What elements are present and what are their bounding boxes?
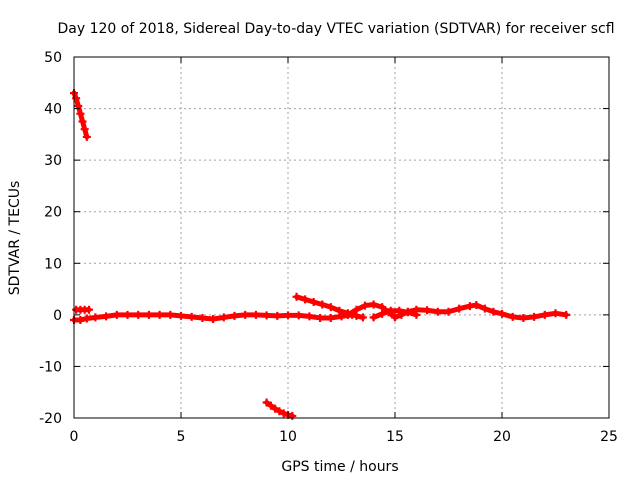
data-point <box>395 306 404 315</box>
data-point <box>498 309 506 318</box>
series-arc-early-low <box>72 305 93 314</box>
data-point <box>316 313 325 322</box>
data-point <box>292 292 301 301</box>
data-point <box>530 312 539 321</box>
x-tick-label: 20 <box>493 429 511 445</box>
data-point <box>480 304 489 313</box>
data-point <box>386 306 395 315</box>
data-point <box>294 311 303 320</box>
data-point <box>166 310 175 319</box>
data-point <box>82 132 91 141</box>
data-point <box>489 307 498 316</box>
data-point <box>551 309 560 318</box>
data-point <box>82 314 91 323</box>
data-point <box>78 117 87 126</box>
data-point <box>326 313 335 322</box>
data-point <box>251 310 260 319</box>
data-point <box>519 313 528 322</box>
data-points <box>70 89 571 420</box>
x-tick-label: 10 <box>279 429 297 445</box>
y-tick-label: 10 <box>44 256 62 272</box>
series-arc-mid-low <box>369 306 421 322</box>
data-point <box>198 313 207 322</box>
data-point <box>279 409 288 418</box>
y-tick-label: 20 <box>44 205 62 221</box>
series-arc-main <box>70 310 357 325</box>
x-axis-label: GPS time / hours <box>281 459 398 475</box>
series-arc-mid <box>343 300 571 322</box>
data-point <box>369 313 378 322</box>
y-tick-label: -10 <box>39 359 62 375</box>
data-point <box>472 301 481 310</box>
data-point <box>266 401 275 410</box>
data-point <box>318 300 327 309</box>
data-point <box>540 310 549 319</box>
y-axis-label: SDTVAR / TECUs <box>7 181 23 296</box>
data-point <box>241 310 250 319</box>
data-point <box>271 404 280 413</box>
data-point <box>187 312 196 321</box>
plot-frame <box>73 56 610 419</box>
data-point <box>91 313 100 322</box>
data-point <box>423 306 432 315</box>
series-arc-early-high <box>70 89 91 141</box>
data-point <box>230 311 239 320</box>
data-point <box>433 307 442 316</box>
y-tick-label: 30 <box>44 153 62 169</box>
x-tick-label: 25 <box>600 429 618 445</box>
data-point <box>284 311 292 320</box>
data-point <box>219 313 228 322</box>
data-point <box>343 310 352 319</box>
x-tick-label: 5 <box>177 429 186 445</box>
data-point <box>123 310 132 319</box>
y-tick-label: 50 <box>44 50 62 66</box>
data-point <box>369 300 378 309</box>
data-point <box>155 310 164 319</box>
data-point <box>412 310 421 319</box>
data-point <box>76 316 85 325</box>
data-point <box>112 310 121 319</box>
data-point <box>288 411 297 420</box>
data-point <box>361 301 370 310</box>
data-point <box>378 309 387 318</box>
data-point <box>102 312 111 321</box>
y-tick-label: 40 <box>44 102 62 118</box>
axes: 0 5 10 15 20 25 -20 -10 0 10 20 30 40 50 <box>39 50 618 445</box>
data-point <box>309 297 318 306</box>
grid <box>74 57 609 418</box>
data-point <box>305 312 314 321</box>
data-point <box>177 311 185 320</box>
data-point <box>326 303 335 312</box>
data-point <box>80 125 89 134</box>
data-point <box>352 305 361 314</box>
series-trace <box>71 312 355 323</box>
data-point <box>76 109 85 118</box>
series-arc-neg <box>262 398 297 420</box>
data-point <box>508 312 517 321</box>
data-point <box>444 307 453 316</box>
data-point <box>378 303 387 312</box>
data-point <box>72 94 81 103</box>
data-point <box>335 306 344 315</box>
data-point <box>273 311 282 320</box>
data-point <box>562 310 571 319</box>
data-point <box>144 310 153 319</box>
data-point <box>301 295 310 304</box>
data-point <box>455 304 464 313</box>
data-point <box>84 305 93 314</box>
data-point <box>209 314 218 323</box>
x-tick-label: 0 <box>70 429 79 445</box>
x-tick-label: 15 <box>386 429 404 445</box>
data-point <box>134 310 143 319</box>
y-tick-label: -20 <box>39 411 62 427</box>
data-point <box>262 398 271 407</box>
data-point <box>275 407 284 416</box>
data-point <box>358 313 367 322</box>
data-point <box>262 311 271 320</box>
data-point <box>403 308 412 317</box>
data-point <box>391 313 399 322</box>
y-tick-label: 0 <box>53 308 62 324</box>
chart-title: Day 120 of 2018, Sidereal Day-to-day VTE… <box>57 21 614 37</box>
